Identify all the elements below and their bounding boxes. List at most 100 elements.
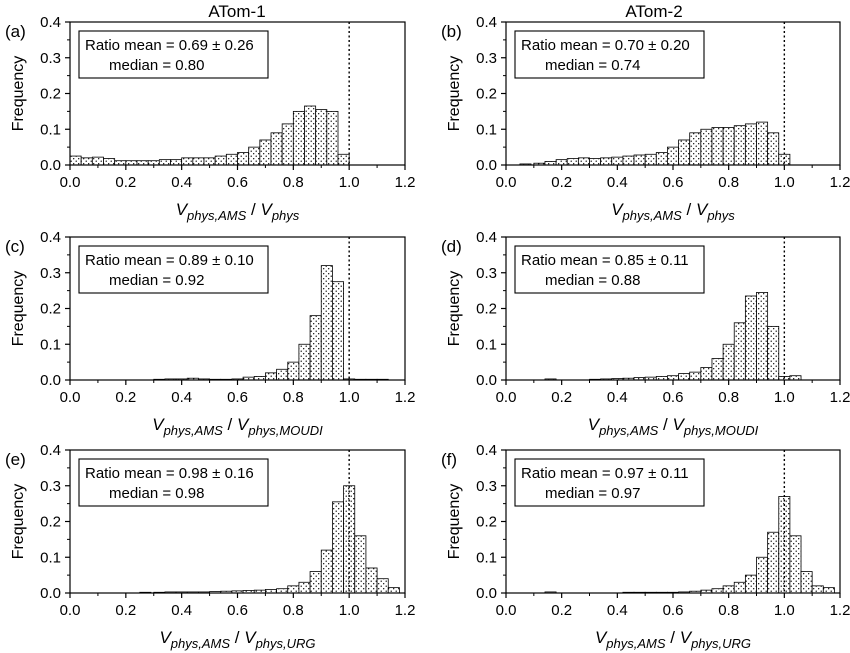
histogram-bar (789, 535, 802, 594)
y-tick-label: 0.1 (40, 336, 61, 353)
histogram-bar (655, 152, 668, 166)
stats-median: median = 0.74 (545, 57, 641, 74)
x-label-base: V (680, 628, 693, 647)
panel-a: 0.0 0.2 0.4 0.6 0.8 1.0 1.2 0.0 0.1 0.2 0.3 0.4 Freq… (5, 14, 415, 223)
x-label-base: V (176, 200, 189, 219)
panel-label: (e) (5, 450, 26, 469)
x-tick-label: 0.2 (115, 602, 136, 619)
histogram-bar (326, 110, 339, 166)
x-label-subscript: phys,URG (255, 636, 316, 651)
histogram-bar (181, 157, 194, 166)
panel-c: 0.0 0.2 0.4 0.6 0.8 1.0 1.2 0.0 0.1 0.2 0.3 0.4 Freq… (5, 229, 415, 438)
histogram-bar (722, 343, 735, 381)
stats-median: median = 0.98 (109, 485, 205, 502)
x-axis-label: Vphys,AMS / Vphys,URG (595, 628, 751, 651)
x-tick-label: 1.2 (395, 602, 416, 619)
histogram-bar (309, 315, 322, 381)
x-tick-label: 0.6 (663, 602, 684, 619)
x-tick-label: 0.8 (718, 174, 739, 191)
panel-b: 0.0 0.2 0.4 0.6 0.8 1.0 1.2 0.0 0.1 0.2 0.3 0.4 Freq… (441, 14, 850, 223)
y-tick-label: 0.0 (476, 372, 497, 389)
x-label-base: V (673, 415, 686, 434)
x-axis-label: Vphys,AMS / Vphys (176, 200, 300, 223)
x-label-subscript: phys,AMS (622, 208, 683, 223)
x-label-base: V (611, 200, 624, 219)
y-tick-label: 0.1 (476, 121, 497, 138)
histogram-bar (320, 265, 333, 381)
y-tick-label: 0.3 (476, 50, 497, 67)
x-tick-label: 0.0 (496, 389, 517, 406)
histogram-bar (667, 375, 679, 381)
x-tick-label: 1.0 (774, 389, 795, 406)
histogram-bar (287, 361, 300, 381)
histogram-bar (577, 157, 590, 166)
stats-box (78, 458, 269, 507)
x-axis-label: Vphys,AMS / Vphys,MOUDI (152, 415, 323, 438)
histogram-bar (298, 581, 311, 594)
histogram-bar (800, 571, 813, 594)
panel-e: 0.0 0.2 0.4 0.6 0.8 1.0 1.2 0.0 0.1 0.2 0.3 0.4 Freq… (5, 442, 415, 651)
x-label-base: V (237, 415, 250, 434)
histogram-bar (276, 588, 289, 594)
x-tick-label: 1.0 (774, 174, 795, 191)
x-label-base: V (260, 200, 273, 219)
x-label-separator: / (666, 628, 680, 647)
panels-group: 0.0 0.2 0.4 0.6 0.8 1.0 1.2 0.0 0.1 0.2 0.3 0.4 Freq… (5, 14, 850, 651)
histogram-bar (756, 292, 769, 381)
histogram-bar (744, 574, 757, 594)
x-tick-label: 1.0 (339, 389, 360, 406)
histogram-bar (756, 556, 769, 594)
x-tick-label: 0.2 (115, 389, 136, 406)
x-label-subscript: phys,AMS (163, 423, 224, 438)
histogram-bar (767, 531, 780, 594)
y-tick-label: 0.2 (476, 301, 497, 318)
stats-median: median = 0.97 (545, 485, 641, 502)
histogram-bar (689, 371, 702, 381)
histogram-bar (114, 160, 127, 166)
x-label-subscript: phys,AMS (605, 636, 666, 651)
histogram-bar (292, 110, 305, 166)
x-label-subscript: phys,AMS (186, 208, 247, 223)
y-tick-label: 0.1 (476, 549, 497, 566)
x-tick-label: 0.0 (496, 602, 517, 619)
histogram-bar (767, 132, 780, 166)
y-axis-label: Frequency (446, 56, 463, 132)
x-tick-label: 0.0 (496, 174, 517, 191)
histogram-bar (259, 139, 272, 166)
panel-label: (f) (441, 450, 457, 469)
y-tick-label: 0.3 (476, 265, 497, 282)
histogram-bar (600, 157, 613, 166)
x-tick-label: 0.4 (171, 602, 192, 619)
x-label-subscript: phys (271, 208, 300, 223)
column-title-atom1: ATom-1 (208, 2, 265, 21)
histogram-bar (354, 535, 367, 594)
panel-label: (a) (5, 22, 26, 41)
x-label-base: V (595, 628, 608, 647)
x-tick-label: 0.6 (227, 174, 248, 191)
histogram-bar (589, 158, 602, 166)
stats-median: median = 0.88 (545, 272, 641, 289)
histogram-bar (387, 587, 400, 594)
y-tick-label: 0.4 (476, 229, 497, 246)
y-axis-label: Frequency (10, 271, 27, 347)
histogram-bar (711, 588, 724, 594)
x-tick-label: 0.6 (227, 389, 248, 406)
x-tick-label: 0.8 (718, 602, 739, 619)
x-tick-label: 0.4 (171, 174, 192, 191)
x-tick-label: 0.0 (60, 602, 81, 619)
histogram-bar (555, 159, 568, 166)
column-title-atom2: ATom-2 (625, 2, 682, 21)
x-tick-label: 1.0 (774, 602, 795, 619)
x-tick-label: 0.8 (718, 389, 739, 406)
x-tick-label: 0.2 (551, 174, 572, 191)
histogram-bar (147, 160, 160, 166)
histogram-bar (170, 159, 183, 166)
x-label-base: V (244, 628, 257, 647)
x-label-separator: / (223, 415, 237, 434)
stats-box (514, 245, 705, 294)
histogram-bar (337, 153, 350, 166)
y-tick-label: 0.3 (40, 478, 61, 495)
y-tick-label: 0.4 (40, 14, 61, 31)
x-label-separator: / (246, 200, 260, 219)
x-label-base: V (159, 628, 172, 647)
